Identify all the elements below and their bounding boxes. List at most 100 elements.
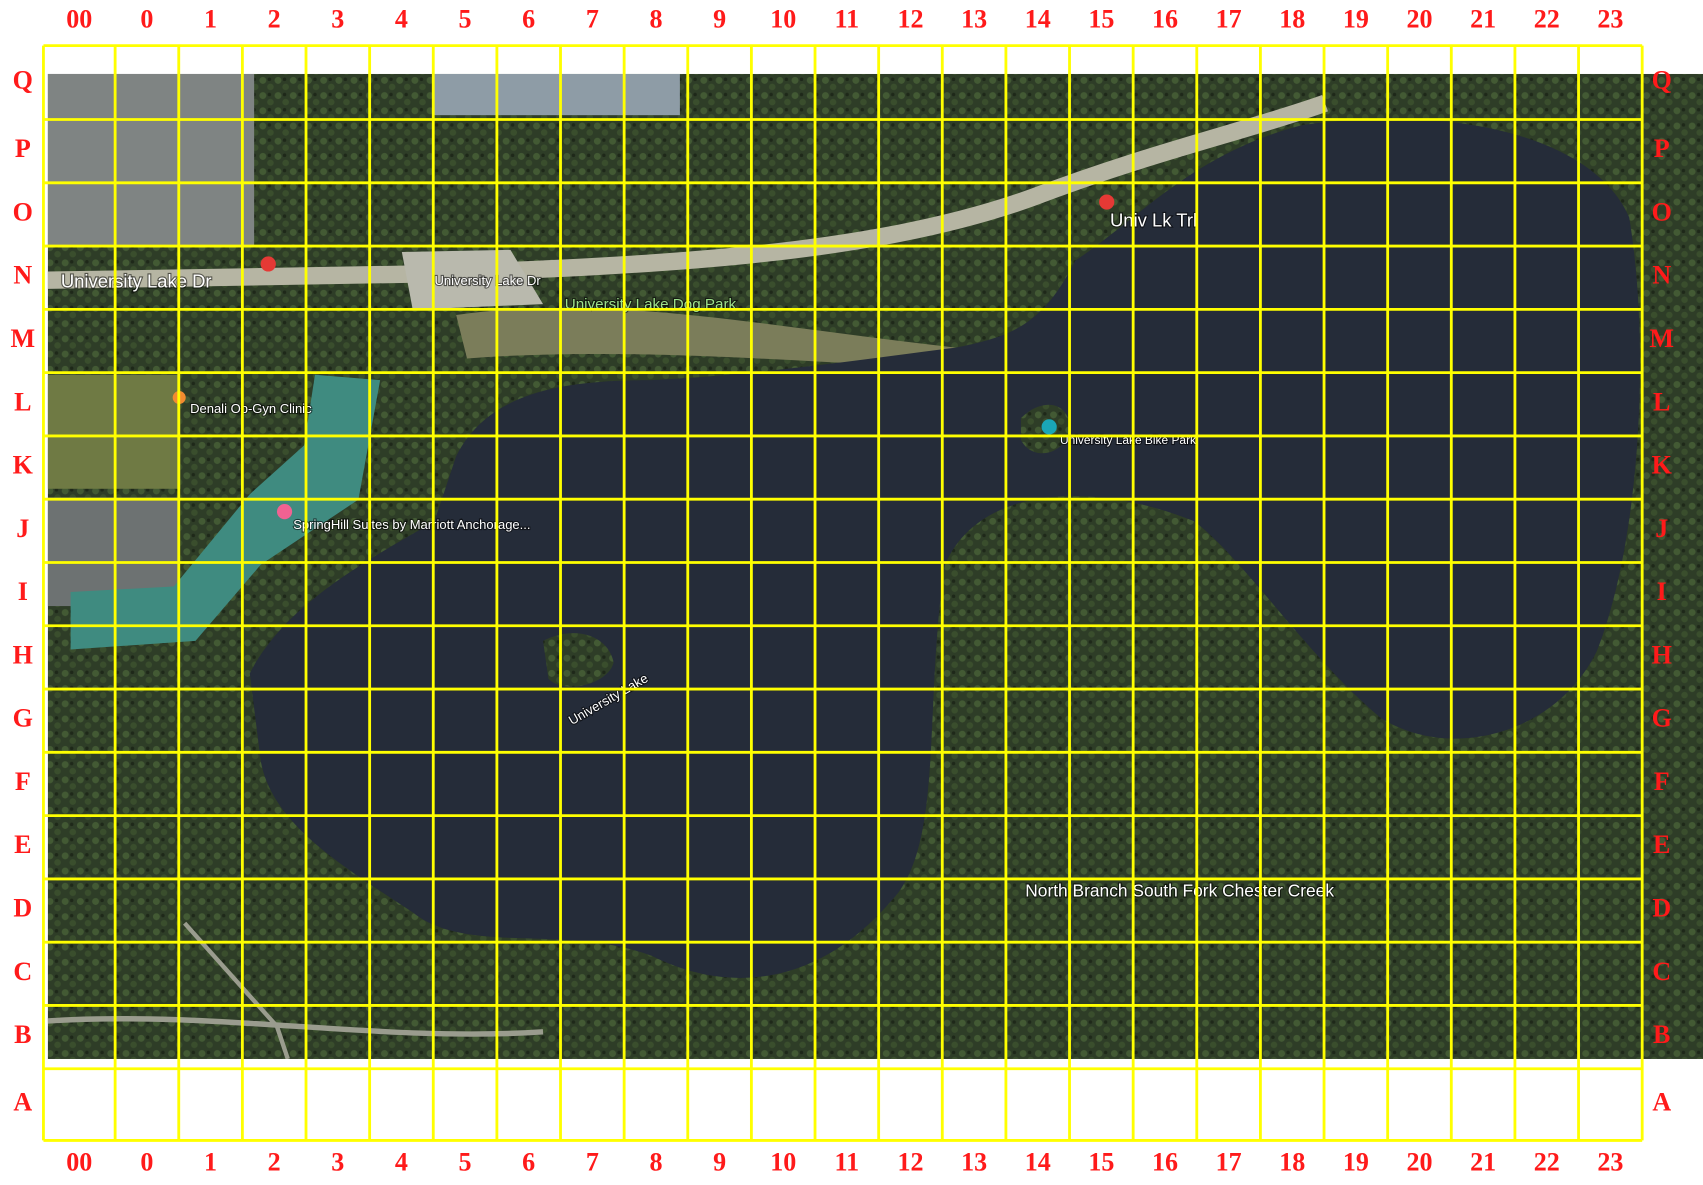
pin: [1099, 194, 1115, 210]
row-label: J: [16, 514, 29, 543]
column-label: 19: [1343, 1147, 1369, 1176]
row-label: N: [1652, 261, 1671, 290]
row-label: G: [13, 704, 33, 733]
column-label: 13: [961, 5, 987, 34]
row-label: M: [11, 324, 36, 353]
row-label: Q: [13, 66, 33, 95]
column-label: 7: [586, 1147, 599, 1176]
pin: [276, 503, 293, 520]
column-label: 18: [1279, 5, 1305, 34]
column-label: 14: [1025, 1147, 1051, 1176]
building: [434, 73, 680, 116]
column-label: 17: [1216, 1147, 1242, 1176]
column-label: 15: [1088, 1147, 1114, 1176]
column-label: 12: [897, 5, 923, 34]
column-label: 14: [1025, 5, 1051, 34]
row-label: I: [18, 577, 28, 606]
row-label: C: [1652, 957, 1671, 986]
column-label: 16: [1152, 5, 1178, 34]
column-label: 10: [770, 5, 796, 34]
column-label: 12: [897, 1147, 923, 1176]
column-label: 17: [1216, 5, 1242, 34]
column-label: 9: [713, 5, 726, 34]
row-label: A: [1652, 1088, 1671, 1117]
row-label: P: [15, 134, 31, 163]
map-label: University Lake Dr: [61, 270, 212, 291]
row-label: E: [14, 830, 31, 859]
lake: [249, 118, 1641, 978]
column-label: 21: [1470, 1147, 1496, 1176]
row-label: P: [1654, 134, 1670, 163]
column-label: 16: [1152, 1147, 1178, 1176]
column-label: 11: [835, 5, 860, 34]
column-label: 2: [268, 5, 281, 34]
row-label: H: [1652, 640, 1672, 669]
row-label: K: [13, 451, 34, 480]
row-label: N: [13, 261, 32, 290]
column-label: 5: [459, 5, 472, 34]
column-label: 6: [522, 5, 535, 34]
row-label: O: [1652, 197, 1672, 226]
row-label: L: [14, 387, 31, 416]
row-label: G: [1652, 704, 1672, 733]
column-label: 7: [586, 5, 599, 34]
row-label: B: [1653, 1020, 1670, 1049]
column-label: 21: [1470, 5, 1496, 34]
column-label: 8: [649, 5, 662, 34]
column-label: 4: [395, 5, 408, 34]
row-label: M: [1649, 324, 1674, 353]
column-label: 23: [1597, 5, 1623, 34]
column-label: 6: [522, 1147, 535, 1176]
map-label: North Branch South Fork Chester Creek: [1025, 880, 1334, 900]
row-label: D: [1652, 894, 1671, 923]
row-label: D: [13, 894, 32, 923]
column-label: 20: [1406, 5, 1432, 34]
column-label: 4: [395, 1147, 408, 1176]
parking-lot: [47, 73, 255, 246]
map-label: Univ Lk Trl: [1110, 209, 1197, 230]
column-label: 2: [268, 1147, 281, 1176]
column-label: 0: [140, 5, 153, 34]
column-label: 11: [835, 1147, 860, 1176]
satellite-image: [47, 73, 1703, 1059]
row-label: F: [1654, 767, 1670, 796]
column-label: 13: [961, 1147, 987, 1176]
building-roof: [70, 374, 381, 650]
row-label: H: [13, 640, 33, 669]
road-area: [401, 249, 544, 310]
column-label: 3: [331, 5, 344, 34]
map-label: SpringHill Suites by Marriott Anchorage.…: [293, 517, 530, 532]
row-label: O: [13, 197, 33, 226]
column-label: 1: [204, 5, 217, 34]
column-label: 0: [140, 1147, 153, 1176]
row-label: C: [13, 957, 32, 986]
column-label: 3: [331, 1147, 344, 1176]
column-label: 15: [1088, 5, 1114, 34]
pin: [260, 256, 276, 272]
row-label: F: [15, 767, 31, 796]
column-label: 10: [770, 1147, 796, 1176]
road: [47, 95, 1328, 289]
column-label: 22: [1534, 5, 1560, 34]
column-label: 19: [1343, 5, 1369, 34]
row-label: B: [14, 1020, 31, 1049]
column-label: 18: [1279, 1147, 1305, 1176]
column-label: 1: [204, 1147, 217, 1176]
map-label: University Lake Dr: [434, 273, 541, 288]
row-label: A: [13, 1088, 32, 1117]
map-label: Denali Ob-Gyn Clinic: [190, 401, 312, 416]
row-label: Q: [1652, 66, 1672, 95]
column-label: 8: [649, 1147, 662, 1176]
dog-park: [456, 307, 956, 370]
column-label: 20: [1406, 1147, 1432, 1176]
trail: [47, 1016, 544, 1037]
column-label: 22: [1534, 1147, 1560, 1176]
grid: 0000001122334455667788991010111112121313…: [11, 5, 1675, 1177]
column-label: 9: [713, 1147, 726, 1176]
pin: [1041, 419, 1057, 435]
column-label: 23: [1597, 1147, 1623, 1176]
trail: [183, 921, 290, 1059]
column-label: 00: [66, 1147, 92, 1176]
